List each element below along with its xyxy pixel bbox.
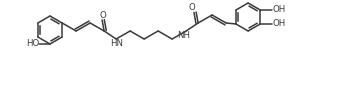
Text: OH: OH <box>273 19 286 28</box>
Text: O: O <box>189 3 196 13</box>
Text: OH: OH <box>273 6 286 14</box>
Text: HN: HN <box>110 39 123 47</box>
Text: HO: HO <box>26 39 40 49</box>
Text: O: O <box>100 11 106 20</box>
Text: NH: NH <box>177 31 190 41</box>
